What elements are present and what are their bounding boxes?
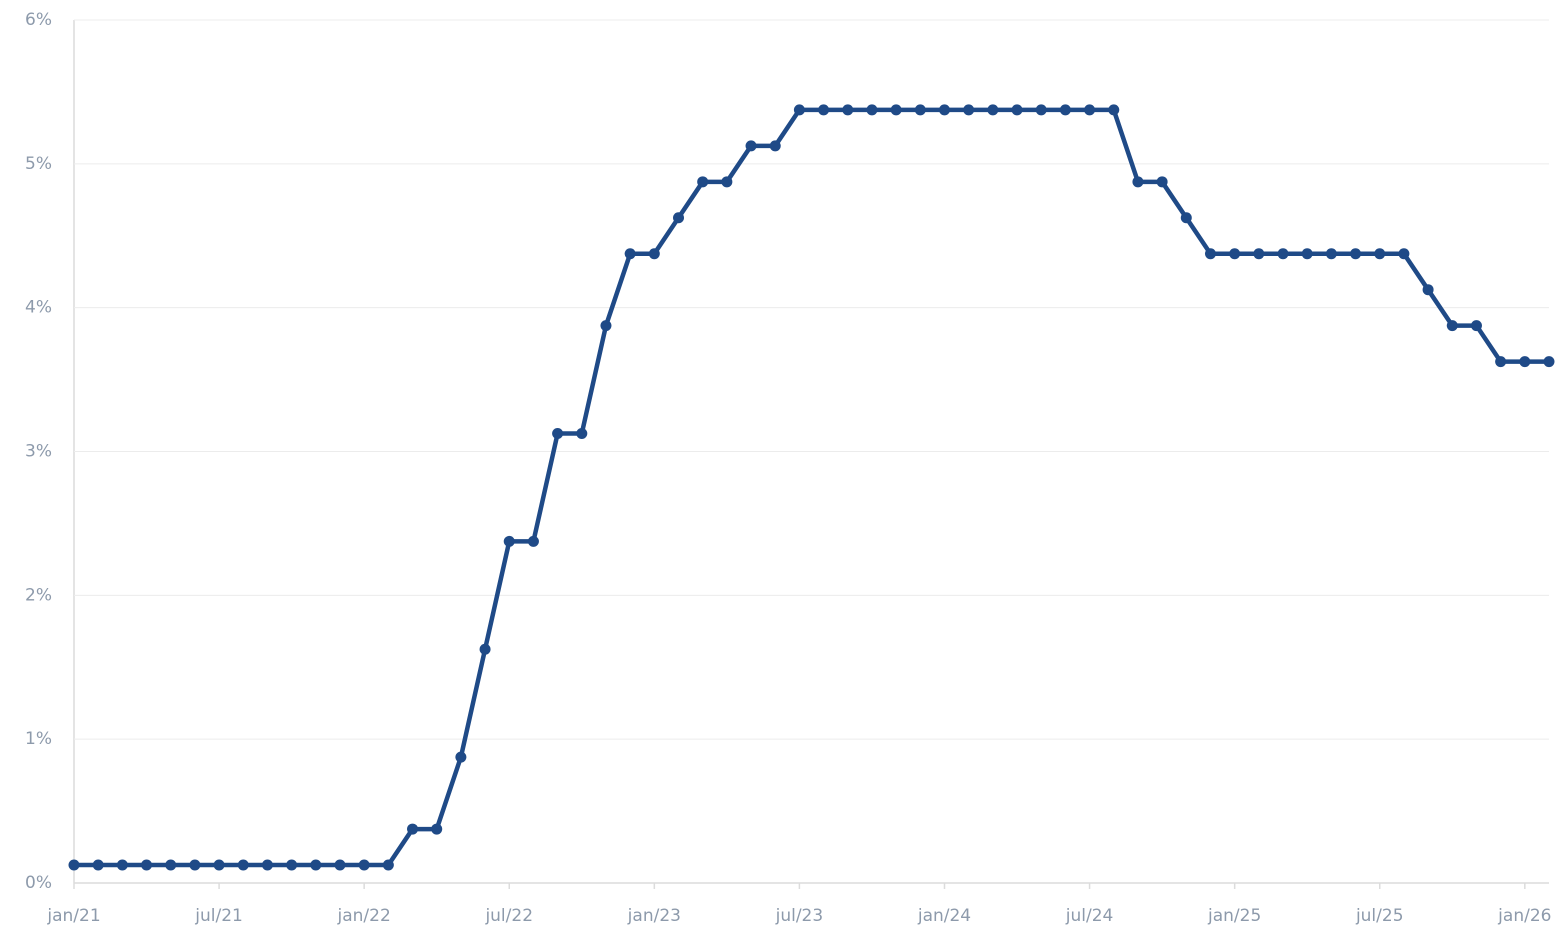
point [1446,320,1458,332]
point [213,859,225,871]
point [68,859,80,871]
point [189,859,201,871]
point [769,140,781,152]
y-tick-label: 1% [25,729,52,749]
point [697,176,709,188]
point [1180,212,1192,224]
point [116,859,128,871]
point [141,859,153,871]
x-tick-label: jan/22 [337,906,391,926]
point [1325,248,1337,260]
y-tick-label: 2% [25,585,52,605]
y-tick-label: 5% [25,154,52,174]
point [358,859,370,871]
point [165,859,177,871]
y-tick-label: 6% [25,10,52,30]
point [1253,248,1265,260]
x-tick-label: jan/21 [46,906,100,926]
point [818,104,830,116]
point [334,859,346,871]
point [673,212,685,224]
point [600,320,612,332]
point [624,248,636,260]
point [1470,320,1482,332]
line [74,107,1549,868]
point [1301,248,1313,260]
point [866,104,878,116]
point [286,859,298,871]
point [1035,104,1047,116]
point [890,104,902,116]
point [382,859,394,871]
point [503,535,515,547]
point [1422,284,1434,296]
x-tick-label: jul/24 [1065,906,1114,926]
y-tick-label: 4% [25,298,52,318]
x-tick-label: jul/25 [1355,906,1404,926]
x-tick-label: jul/22 [484,906,533,926]
point [938,104,950,116]
y-tick-label: 3% [25,442,52,462]
point [1374,248,1386,260]
point [92,859,104,871]
point [1059,104,1071,116]
point [479,643,491,655]
point [1350,248,1362,260]
point [431,823,443,835]
point [1398,248,1410,260]
point [527,535,539,547]
point [1204,248,1216,260]
x-tick-label: jul/23 [775,906,824,926]
point [1011,104,1023,116]
point [455,751,467,763]
point [987,104,999,116]
point [261,859,273,871]
point [237,859,249,871]
point [914,104,926,116]
point [648,248,660,260]
point [407,823,419,835]
point [1519,356,1531,368]
x-tick-label: jan/23 [627,906,681,926]
x-tick-label: jul/21 [194,906,243,926]
point [1156,176,1168,188]
x-tick-label: jan/24 [917,906,971,926]
point [1277,248,1289,260]
point [963,104,975,116]
point [842,104,854,116]
point [793,104,805,116]
point [1543,356,1555,368]
point [1495,356,1507,368]
point [1108,104,1120,116]
x-tick-label: jan/26 [1497,906,1551,926]
point [576,428,588,440]
y-tick-label: 0% [25,873,52,893]
point [552,428,564,440]
point [1084,104,1096,116]
x-tick-label: jan/25 [1207,906,1261,926]
point [721,176,733,188]
point [310,859,322,871]
point [1132,176,1144,188]
point [745,140,757,152]
point [1229,248,1241,260]
